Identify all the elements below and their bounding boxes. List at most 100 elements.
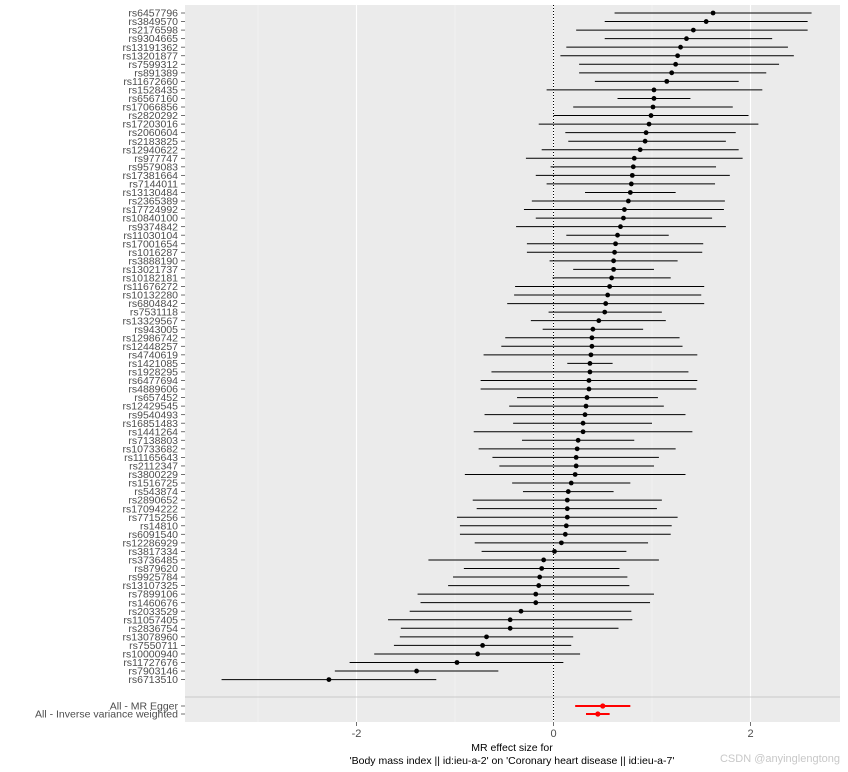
snp-label-rs6567160: rs6567160	[128, 93, 178, 105]
effect-point-rs6713510	[326, 677, 332, 682]
snp-label-rs17724992: rs17724992	[123, 204, 179, 216]
effect-point-rs7599312	[673, 61, 679, 67]
effect-point-rs11672660	[664, 78, 670, 84]
snp-label-rs6804842: rs6804842	[128, 298, 178, 310]
effect-point-rs1016287	[612, 249, 617, 255]
effect-point-rs11030104	[615, 232, 620, 238]
snp-label-rs11672660: rs11672660	[123, 76, 178, 88]
snp-label-rs16851483: rs16851483	[123, 418, 179, 430]
effect-point-rs7899106	[533, 591, 539, 597]
snp-label-rs17094222: rs17094222	[123, 503, 179, 515]
effect-point-rs13078960	[484, 634, 489, 640]
snp-label-rs11057405: rs11057405	[123, 614, 178, 626]
snp-label-rs7550711: rs7550711	[129, 640, 178, 652]
effect-point-rs7144011	[628, 181, 634, 187]
snp-label-rs6713510: rs6713510	[128, 674, 178, 686]
snp-label-rs7599312: rs7599312	[128, 59, 178, 71]
effect-point-rs1528435	[651, 87, 657, 93]
effect-point-rs11676272	[607, 284, 613, 289]
snp-label-rs9374842: rs9374842	[128, 221, 178, 233]
snp-label-rs9925784: rs9925784	[128, 572, 178, 584]
effect-point-rs2820292	[648, 113, 654, 118]
effect-point-rs1516725	[568, 480, 574, 486]
snp-label-rs9540493: rs9540493	[128, 409, 178, 421]
effect-point-rs17724992	[622, 207, 627, 212]
effect-point-rs10182181	[609, 275, 615, 281]
snp-label-rs10132280: rs10132280	[123, 290, 179, 302]
effect-point-rs17381664	[629, 172, 635, 178]
effect-point-rs3888190	[611, 258, 616, 264]
snp-label-rs7138803: rs7138803	[128, 435, 178, 447]
snp-label-rs10182181: rs10182181	[123, 273, 179, 285]
snp-label-rs13191362: rs13191362	[123, 42, 179, 54]
effect-point-rs12429545	[583, 403, 589, 409]
snp-label-rs11030104: rs11030104	[123, 230, 178, 242]
snp-label-rs2820292: rs2820292	[128, 110, 178, 122]
snp-label-rs12286929: rs12286929	[123, 537, 179, 549]
effect-point-rs17094222	[564, 506, 570, 512]
effect-point-rs11727676	[454, 660, 460, 665]
x-tick-label: 0	[550, 728, 556, 740]
effect-point-rs9540493	[582, 412, 588, 418]
snp-label-rs2183825: rs2183825	[128, 136, 178, 148]
snp-label-rs11165643: rs11165643	[124, 452, 178, 464]
snp-label-rs943005: rs943005	[134, 324, 178, 336]
effect-point-rs2176598	[690, 27, 696, 33]
effect-point-rs13021737	[611, 266, 616, 272]
effect-point-rs16851483	[580, 420, 586, 426]
effect-point-rs11165643	[573, 454, 579, 460]
effect-point-rs12986742	[589, 335, 595, 341]
effect-point-rs3800229	[572, 472, 578, 477]
snp-label-rs2176598: rs2176598	[128, 25, 178, 37]
summary-point-1	[600, 703, 606, 709]
effect-point-rs2183825	[642, 138, 648, 144]
effect-point-rs6091540	[562, 531, 568, 537]
snp-label-rs7715256: rs7715256	[128, 512, 178, 524]
snp-label-rs3888190: rs3888190	[128, 255, 178, 267]
effect-point-rs7138803	[575, 437, 581, 443]
snp-label-rs1460676: rs1460676	[128, 597, 178, 609]
effect-point-rs2033529	[518, 608, 524, 614]
effect-point-rs7903146	[414, 668, 419, 674]
snp-label-rs891389: rs891389	[134, 67, 178, 79]
effect-point-rs1460676	[533, 600, 539, 606]
effect-point-rs12940622	[637, 147, 643, 153]
effect-point-rs879620	[539, 566, 545, 571]
snp-label-rs879620: rs879620	[134, 563, 178, 575]
snp-label-rs4889606: rs4889606	[128, 384, 178, 396]
effect-point-rs2890652	[564, 497, 570, 503]
snp-label-rs12448257: rs12448257	[123, 341, 179, 353]
effect-point-rs13191362	[678, 44, 683, 50]
effect-point-rs11057405	[507, 617, 513, 623]
effect-point-rs977747	[631, 155, 637, 161]
snp-label-rs10840100: rs10840100	[123, 213, 179, 225]
effect-point-rs891389	[669, 70, 675, 76]
effect-point-rs2836754	[507, 625, 513, 631]
snp-label-rs2890652: rs2890652	[128, 495, 178, 507]
x-tick-label: 2	[747, 728, 753, 740]
snp-label-rs17381664: rs17381664	[123, 170, 179, 182]
effect-point-rs10733682	[574, 446, 580, 452]
snp-label-rs6457796: rs6457796	[128, 8, 178, 20]
snp-label-rs17001654: rs17001654	[123, 238, 179, 250]
effect-point-rs10840100	[621, 215, 626, 221]
effect-point-rs1441264	[580, 429, 586, 435]
effect-point-rs2060604	[643, 130, 649, 136]
snp-label-rs13130484: rs13130484	[123, 187, 179, 199]
effect-point-rs943005	[590, 326, 596, 332]
x-axis-title-line-1: MR effect size for	[471, 742, 553, 754]
effect-point-rs2365389	[625, 198, 631, 204]
snp-label-rs10000940: rs10000940	[123, 649, 179, 661]
summary-label-2: All - Inverse variance weighted	[35, 709, 178, 721]
snp-label-rs543874: rs543874	[134, 486, 178, 498]
watermark-text: CSDN @anyinglengtong	[720, 753, 840, 765]
effect-point-rs14810	[563, 523, 569, 529]
snp-label-rs13021737: rs13021737	[123, 264, 179, 276]
effect-point-rs4889606	[586, 386, 592, 392]
snp-labels: rs6457796rs3849570rs2176598rs9304665rs13…	[35, 8, 185, 721]
snp-label-rs2033529: rs2033529	[128, 606, 178, 618]
snp-label-rs9304665: rs9304665	[128, 33, 178, 45]
effect-point-rs13329567	[596, 318, 602, 324]
snp-label-rs657452: rs657452	[134, 392, 178, 404]
